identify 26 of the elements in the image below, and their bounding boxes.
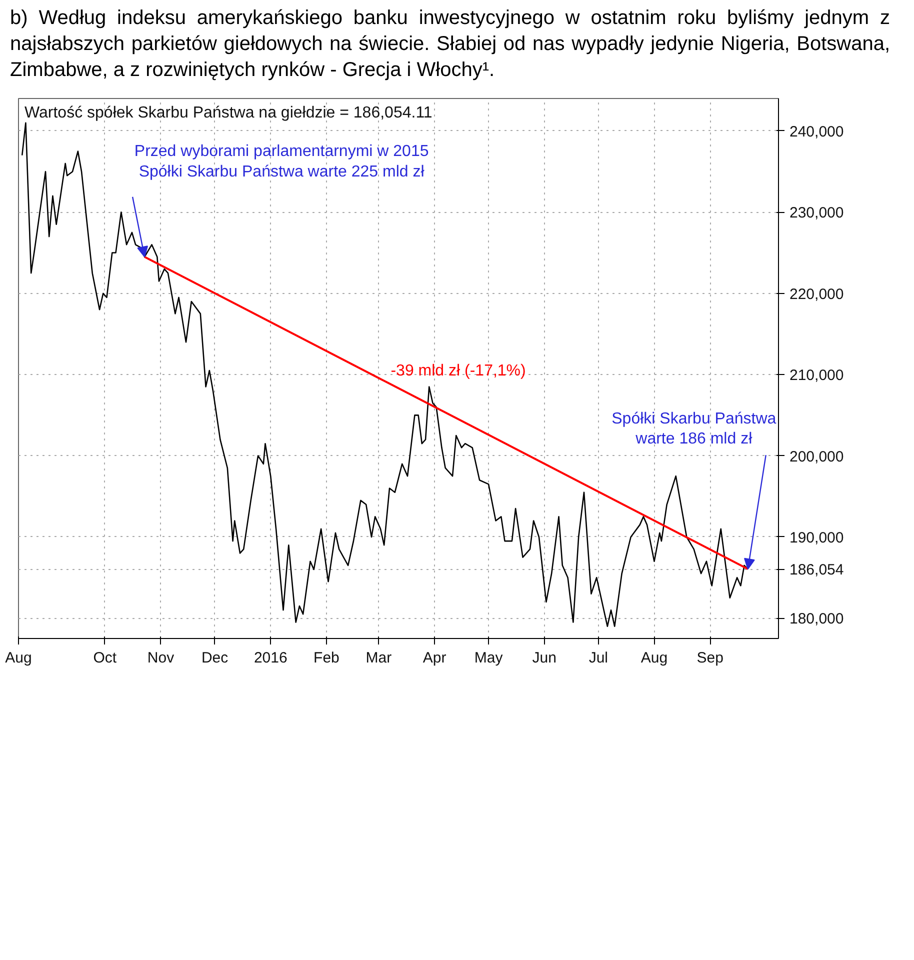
x-tick-label: Nov [147, 650, 175, 666]
x-tick-label: Aug [5, 650, 32, 666]
x-tick-label: Mar [366, 650, 392, 666]
x-tick-label: Oct [93, 650, 118, 666]
annotation: Spółki Skarbu Państwa warte 186 mld zł [612, 410, 776, 448]
y-tick-label: 230,000 [790, 204, 844, 222]
y-tick-label: 186,054 [790, 562, 844, 579]
y-tick-label: 220,000 [790, 286, 844, 303]
x-tick-label: Sep [696, 650, 724, 666]
text: b) Według indeksu amerykańskiego banku inwestycyjnego w ostatnim roku byliśmy jednym z najsłabszych parkietów giełdowych na świecie. Słabiej od nas wypadły jedynie Nigeria, Botswana, Zimbabwe, a z rozwiniętych rynków - Grecja i Włochy¹. [10, 6, 890, 83]
chart-title: Wartość spółek Skarbu Państwa na giełdzie = 186,054.11 [24, 104, 432, 122]
x-tick-label: Jul [588, 650, 608, 666]
y-tick-label: 200,000 [790, 448, 844, 466]
x-tick-label: May [474, 650, 504, 666]
x-tick-label: Jun [532, 650, 556, 666]
annotation: -39 mld zł (-17,1%) [390, 362, 526, 380]
y-tick-label: 240,000 [790, 123, 844, 140]
y-tick-label: 210,000 [790, 367, 844, 384]
x-tick-label: Dec [201, 650, 229, 666]
y-tick-label: 180,000 [790, 610, 844, 628]
annotation: Przed wyborami parlamentarnymi w 2015 Spółki Skarbu Państwa warte 225 mld zł [134, 143, 429, 181]
x-tick-label: Apr [422, 650, 446, 666]
x-tick-label: Feb [314, 650, 340, 666]
x-tick-label: 2016 [254, 650, 288, 666]
y-tick-label: 190,000 [790, 529, 844, 546]
x-tick-label: Aug [640, 650, 668, 666]
